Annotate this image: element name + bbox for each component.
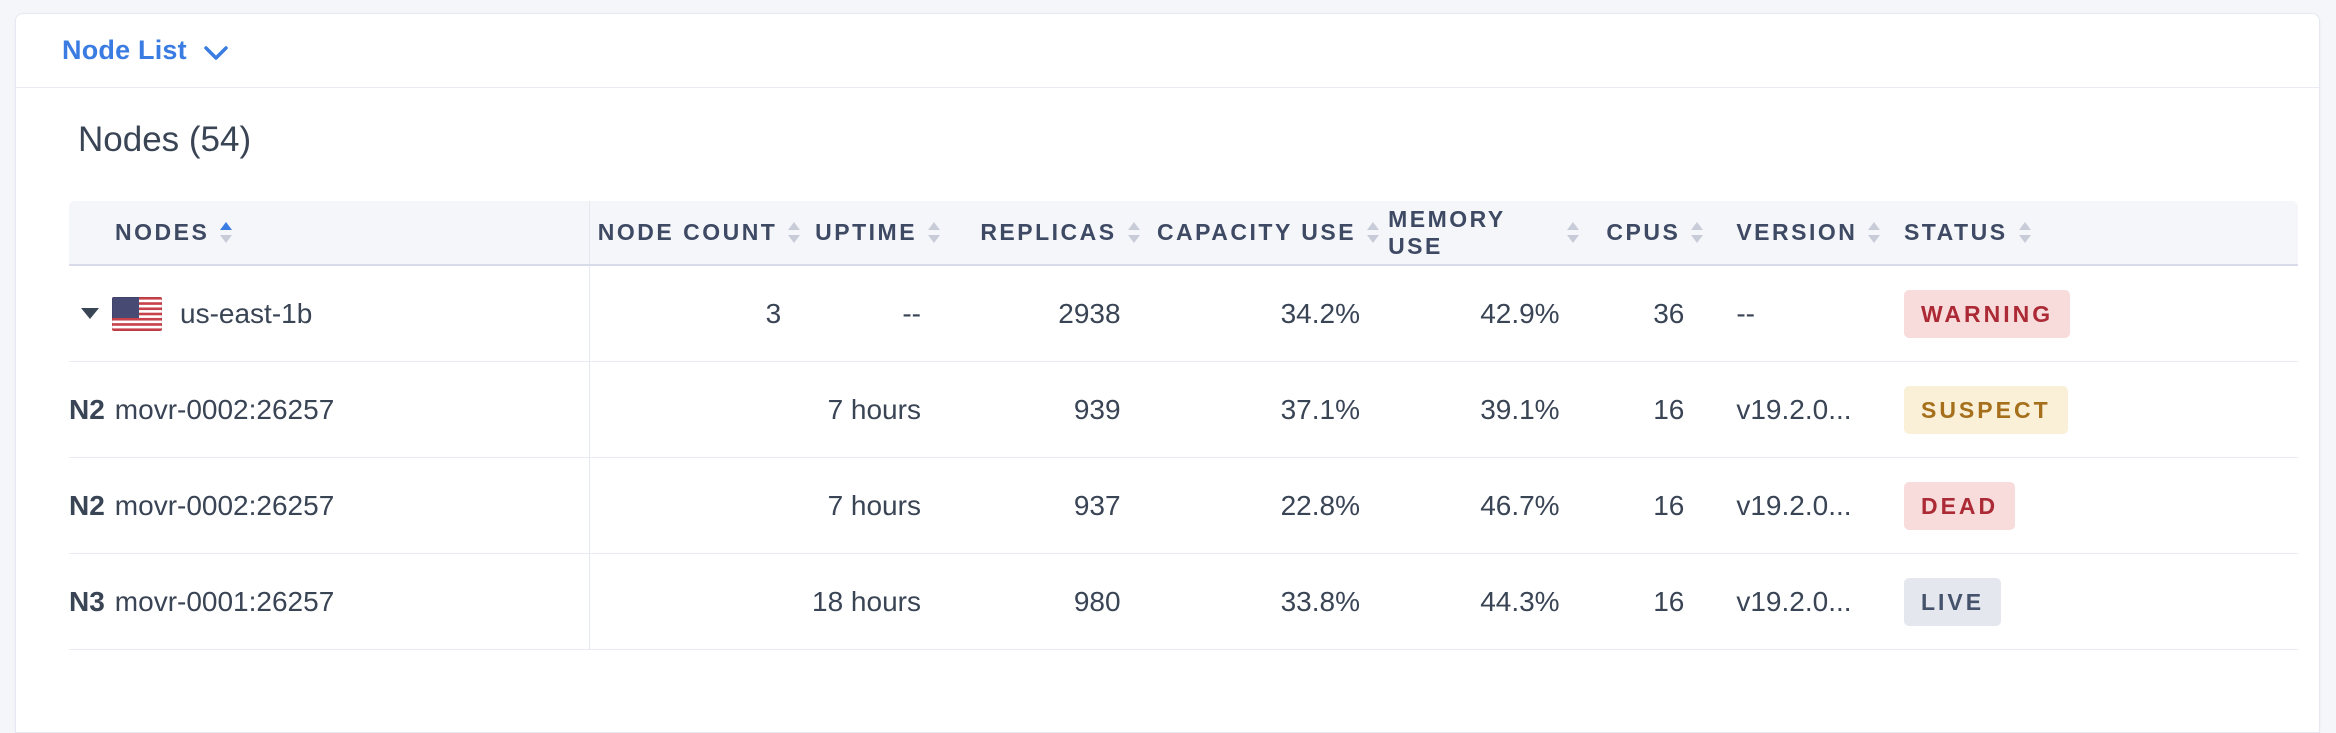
cpus-cell: 16 — [1653, 489, 1685, 521]
node-count-cell — [590, 554, 810, 649]
column-header-memory-use[interactable]: MEMORY USE — [1388, 201, 1588, 264]
column-header-replicas[interactable]: REPLICAS — [949, 201, 1149, 264]
memory-use-cell: 39.1% — [1480, 393, 1560, 425]
node-id: N2 — [69, 393, 105, 425]
column-header-cpus[interactable]: CPUS — [1588, 201, 1713, 264]
column-header-label: REPLICAS — [980, 219, 1117, 245]
status-badge: SUSPECT — [1903, 385, 2068, 434]
status-cell: DEAD — [1887, 458, 2298, 553]
status-cell: LIVE — [1887, 554, 2298, 649]
node-row[interactable]: N2 movr-0002:26257 7 hours 939 37.1% 39.1% 16 v… — [69, 362, 2298, 458]
uptime-cell: 18 hours — [812, 585, 921, 617]
node-count-cell — [590, 362, 810, 457]
status-cell: WARNING — [1887, 266, 2298, 361]
status-badge: LIVE — [1903, 577, 2002, 626]
sort-icon[interactable] — [1690, 221, 1704, 244]
replicas-cell: 939 — [1073, 393, 1121, 425]
sort-icon[interactable] — [2018, 221, 2032, 244]
node-address: movr-0001:26257 — [114, 585, 335, 617]
column-header-node-count[interactable]: NODE COUNT — [590, 201, 810, 264]
uptime-cell: -- — [902, 297, 921, 329]
column-header-label: CAPACITY USE — [1156, 219, 1357, 245]
status-badge: WARNING — [1903, 289, 2071, 338]
version-cell: v19.2.0... — [1736, 585, 1852, 617]
column-header-nodes[interactable]: NODES — [69, 201, 590, 264]
capacity-use-cell: 34.2% — [1280, 297, 1361, 329]
region-row[interactable]: us-east-1b 3 -- 2938 34.2% 42.9% 36 -- WARNING — [69, 266, 2298, 362]
node-name-cell: N2 movr-0002:26257 — [69, 362, 590, 457]
cpus-cell: 16 — [1653, 393, 1685, 425]
replicas-cell: 937 — [1073, 489, 1121, 521]
memory-use-cell: 44.3% — [1480, 585, 1560, 617]
memory-use-cell: 46.7% — [1480, 489, 1560, 521]
sort-icon[interactable] — [927, 221, 941, 244]
column-header-label: MEMORY USE — [1388, 205, 1506, 259]
column-header-capacity-use[interactable]: CAPACITY USE — [1149, 201, 1388, 264]
capacity-use-cell: 22.8% — [1280, 489, 1361, 521]
sort-icon[interactable] — [1867, 221, 1881, 244]
node-id: N3 — [69, 585, 105, 617]
sort-icon[interactable] — [1366, 221, 1380, 244]
status-cell: SUSPECT — [1887, 362, 2298, 457]
node-count-cell — [590, 458, 810, 553]
column-header-uptime[interactable]: UPTIME — [809, 201, 949, 264]
cpus-cell: 36 — [1653, 297, 1685, 329]
sort-icon[interactable] — [787, 221, 801, 244]
sort-icon[interactable] — [1127, 221, 1141, 244]
nodes-table: NODES NODE COUNT UPTIME REPLICAS CAPACIT… — [69, 201, 2298, 650]
uptime-cell: 7 hours — [827, 489, 921, 521]
table-body: us-east-1b 3 -- 2938 34.2% 42.9% 36 -- WARNING N2… — [69, 266, 2298, 650]
expand-caret-icon[interactable] — [81, 308, 99, 319]
node-row[interactable]: N2 movr-0002:26257 7 hours 937 22.8% 46.7% 16 v… — [69, 458, 2298, 554]
node-count-cell: 3 — [765, 297, 782, 329]
version-cell: v19.2.0... — [1736, 489, 1852, 521]
page-title: Nodes (54) — [78, 120, 252, 159]
region-cell: us-east-1b — [69, 266, 590, 361]
node-list-dropdown-label: Node List — [62, 35, 187, 65]
status-badge: DEAD — [1903, 481, 2016, 530]
node-id: N2 — [69, 489, 105, 521]
node-address: movr-0002:26257 — [114, 489, 335, 521]
cpus-cell: 16 — [1653, 585, 1685, 617]
node-address: movr-0002:26257 — [114, 393, 335, 425]
node-name-cell: N3 movr-0001:26257 — [69, 554, 590, 649]
version-cell: -- — [1736, 297, 1756, 329]
column-header-version[interactable]: VERSION — [1712, 201, 1887, 264]
node-list-card: Node List Nodes (54) NODES NODE COUNT UP… — [15, 13, 2320, 733]
column-header-label: CPUS — [1606, 219, 1681, 245]
card-top-bar: Node List — [16, 14, 2319, 88]
node-name-cell: N2 movr-0002:26257 — [69, 458, 590, 553]
capacity-use-cell: 37.1% — [1280, 393, 1361, 425]
replicas-cell: 980 — [1073, 585, 1121, 617]
column-header-label: VERSION — [1736, 219, 1858, 245]
uptime-cell: 7 hours — [827, 393, 921, 425]
column-header-label: STATUS — [1903, 219, 2008, 245]
memory-use-cell: 42.9% — [1480, 297, 1560, 329]
version-cell: v19.2.0... — [1736, 393, 1852, 425]
column-header-label: NODES — [115, 219, 210, 245]
column-header-status[interactable]: STATUS — [1887, 201, 2298, 264]
region-name: us-east-1b — [180, 297, 313, 329]
capacity-use-cell: 33.8% — [1280, 585, 1361, 617]
node-list-dropdown[interactable]: Node List — [62, 35, 229, 66]
column-header-label: UPTIME — [815, 219, 918, 245]
table-header-row: NODES NODE COUNT UPTIME REPLICAS CAPACIT… — [69, 201, 2298, 266]
us-flag-icon — [112, 296, 162, 331]
chevron-down-icon — [204, 45, 228, 60]
node-row[interactable]: N3 movr-0001:26257 18 hours 980 33.8% 44.3% 16… — [69, 554, 2298, 650]
replicas-cell: 2938 — [1058, 297, 1121, 329]
column-header-label: NODE COUNT — [597, 219, 778, 245]
sort-icon[interactable] — [1566, 221, 1580, 244]
sort-icon[interactable] — [219, 221, 233, 244]
